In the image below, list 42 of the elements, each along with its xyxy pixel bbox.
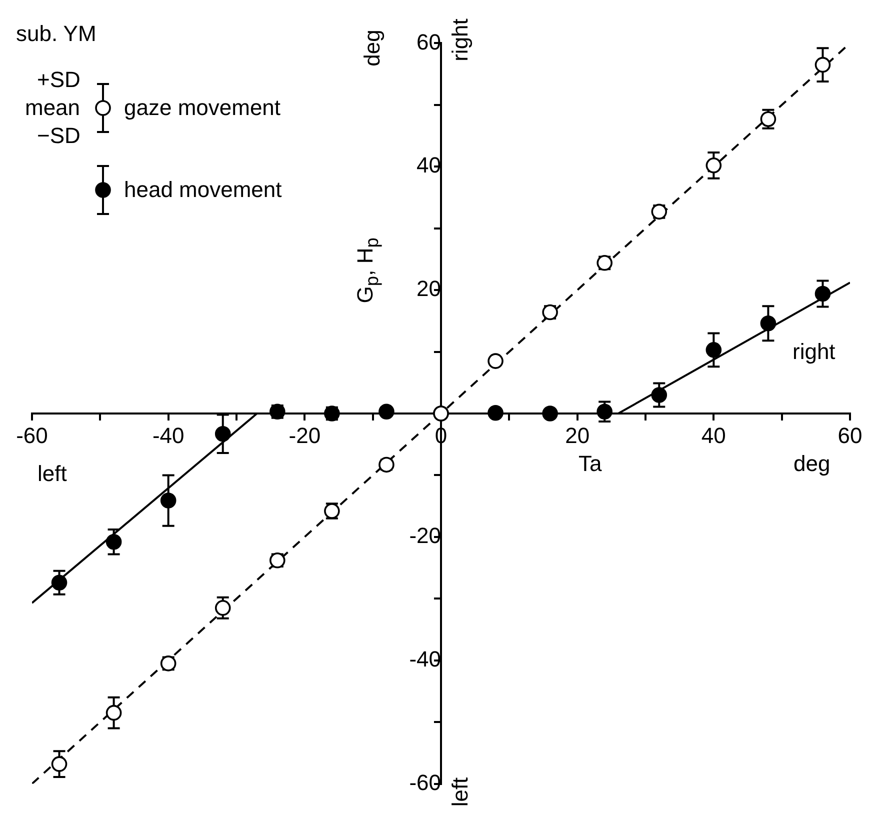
x-tick-label: -20 [288, 422, 321, 448]
annotation: +SD [37, 67, 80, 92]
point [160, 492, 176, 508]
point [106, 704, 122, 721]
annotation: right [446, 18, 472, 62]
point [488, 353, 504, 369]
point [106, 534, 122, 550]
y-tick-label: -60 [409, 770, 441, 795]
legend-label: gaze movement [124, 95, 281, 121]
point [488, 404, 504, 421]
x-tick-label: -40 [152, 422, 184, 448]
x-tick-label: 20 [565, 422, 590, 448]
y-tick-label: 60 [416, 29, 441, 54]
annotation: deg [358, 30, 384, 66]
x-tick-label: 40 [701, 422, 726, 448]
y-tick-label: 20 [416, 276, 441, 302]
point [651, 387, 668, 403]
point [760, 315, 776, 332]
point [51, 574, 68, 591]
point [814, 286, 831, 302]
annotation: sub. YM [16, 21, 96, 46]
point [814, 56, 831, 73]
x-axis-title: Ta [578, 451, 602, 476]
point [51, 756, 68, 772]
annotation: mean [25, 95, 80, 120]
point [706, 158, 722, 174]
annotation: left [447, 777, 472, 807]
point [378, 404, 394, 420]
y-tick-label: 40 [416, 152, 441, 178]
point [214, 426, 231, 442]
legend-label: head movement [124, 177, 282, 203]
annotation: left [38, 461, 67, 486]
y-tick-label: -20 [409, 522, 441, 548]
annotation: right [792, 339, 836, 364]
annotation: deg [794, 451, 830, 476]
x-tick-label: -60 [16, 422, 48, 448]
point [542, 406, 558, 422]
point [214, 600, 231, 616]
point [706, 342, 722, 358]
y-tick-label: -40 [409, 646, 441, 672]
annotation: −SD [37, 123, 80, 148]
x-tick-label: 60 [838, 422, 862, 448]
